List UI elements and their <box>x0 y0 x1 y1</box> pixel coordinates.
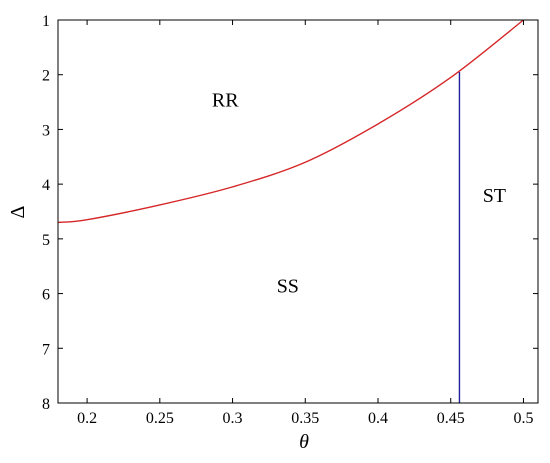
x-tick-label: 0.5 <box>513 410 533 427</box>
x-tick-label: 0.45 <box>437 410 465 427</box>
x-axis-title: θ <box>299 431 309 453</box>
y-tick-label: 8 <box>42 396 50 413</box>
y-tick-label: 2 <box>42 68 50 85</box>
region-label-st: ST <box>483 185 506 207</box>
y-tick-label: 7 <box>42 341 50 358</box>
x-tick-label: 0.3 <box>223 410 243 427</box>
x-tick-label: 0.4 <box>368 410 388 427</box>
x-tick-label: 0.35 <box>291 410 319 427</box>
y-tick-label: 6 <box>42 287 50 304</box>
y-tick-label: 5 <box>42 232 50 249</box>
region-label-ss: SS <box>277 275 299 297</box>
y-tick-label: 1 <box>42 13 50 30</box>
x-tick-label: 0.25 <box>146 410 174 427</box>
plot-area-frame <box>57 19 539 404</box>
region-label-rr: RR <box>212 89 239 111</box>
y-tick-label: 3 <box>42 122 50 139</box>
y-axis-title: Δ <box>7 205 29 218</box>
series-line-1 <box>57 19 524 224</box>
y-tick-label: 4 <box>42 177 50 194</box>
x-tick-label: 0.2 <box>77 410 97 427</box>
